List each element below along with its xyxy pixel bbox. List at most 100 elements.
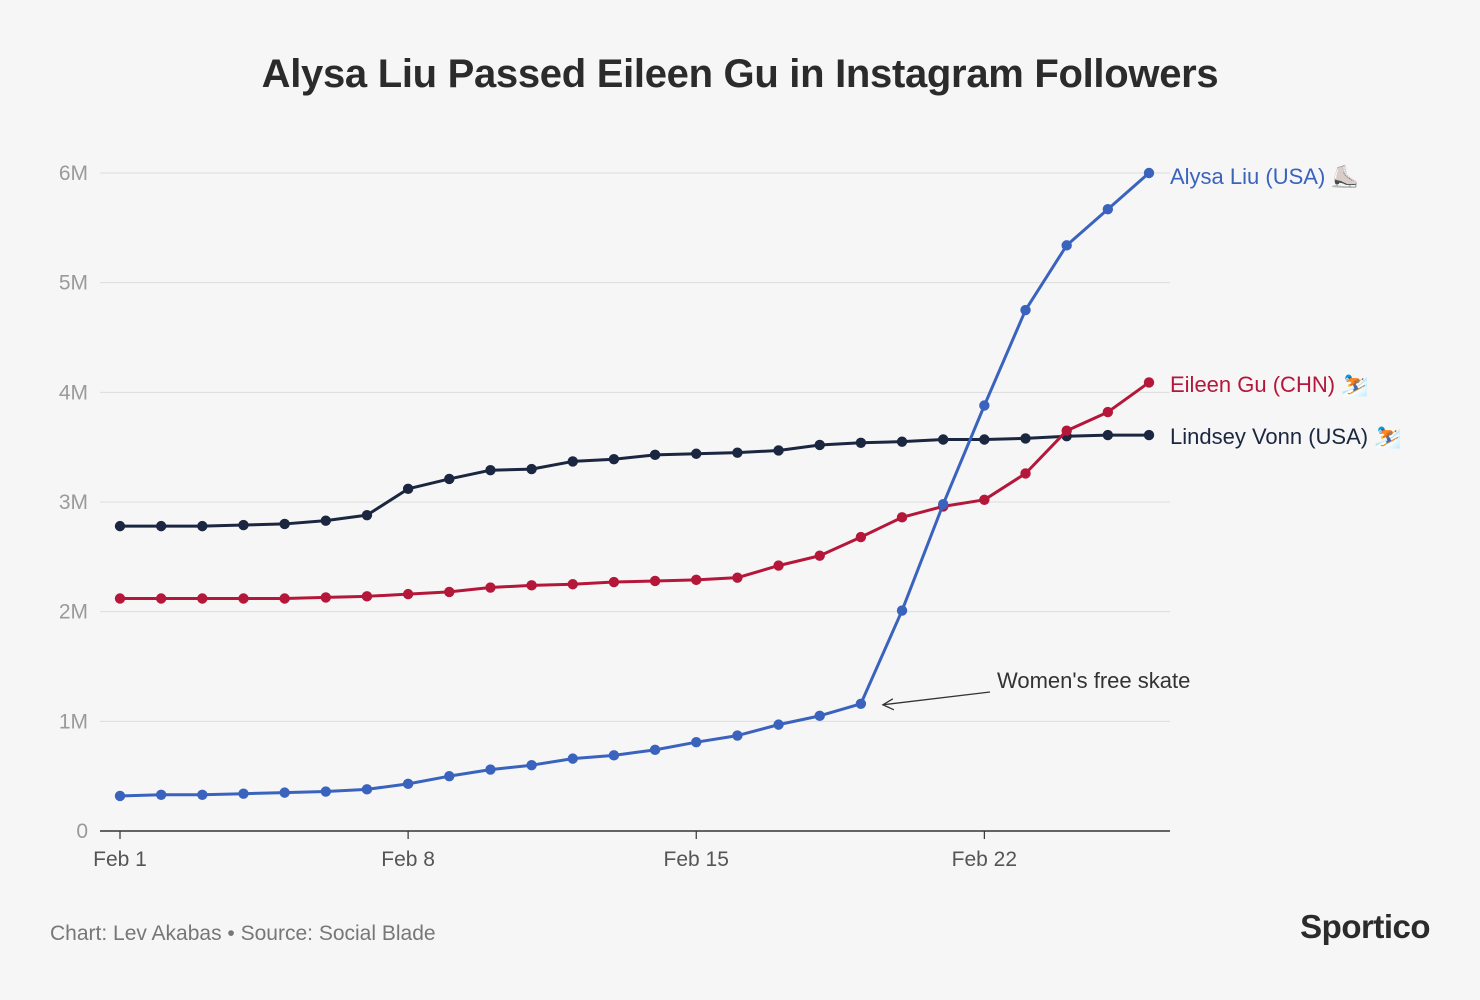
- annotation-layer: Women's free skate: [881, 668, 1190, 711]
- data-point: [402, 588, 414, 600]
- data-point: [855, 437, 867, 448]
- y-tick-label: 4M: [59, 381, 88, 404]
- data-point: [773, 445, 784, 456]
- data-point: [155, 520, 167, 532]
- series-line-lindsey-vonn-usa: [120, 433, 1149, 528]
- data-point: [773, 560, 784, 571]
- y-tick-label: 2M: [59, 601, 88, 624]
- y-tick-label: 6M: [59, 162, 88, 185]
- data-point: [691, 448, 702, 459]
- data-point: [814, 710, 825, 722]
- data-point: [444, 586, 455, 598]
- data-point: [567, 579, 578, 590]
- data-point: [855, 531, 867, 543]
- data-point: [1020, 468, 1031, 479]
- data-point: [979, 400, 990, 411]
- data-point: [526, 463, 537, 475]
- data-point: [197, 520, 208, 532]
- data-point: [279, 787, 290, 798]
- x-tick-label: Feb 1: [93, 848, 147, 871]
- data-point: [238, 788, 249, 799]
- series-label: Alysa Liu (USA) ⛸️: [1170, 164, 1359, 189]
- data-point: [649, 449, 661, 461]
- y-tick-label: 1M: [59, 710, 88, 733]
- series-line-alysa-liu-usa: [119, 171, 1150, 798]
- data-point: [114, 593, 126, 604]
- annotation-text: Women's free skate: [997, 668, 1190, 693]
- data-point: [197, 593, 208, 604]
- data-point: [608, 576, 620, 588]
- data-point: [320, 592, 331, 603]
- data-point: [361, 784, 373, 795]
- series-label: Lindsey Vonn (USA) ⛷️: [1170, 424, 1402, 449]
- chart-credit: Chart: Lev Akabas • Source: Social Blade: [50, 922, 436, 945]
- data-point: [1020, 304, 1031, 316]
- data-point: [691, 574, 702, 586]
- data-point: [649, 744, 661, 756]
- data-point: [1020, 433, 1031, 444]
- data-point: [896, 605, 908, 616]
- data-point: [402, 778, 414, 790]
- data-point: [732, 447, 743, 458]
- y-axis-ticks: 0 1M 2M 3M 4M 5M 6M: [59, 162, 88, 843]
- x-axis-ticks: Feb 1 Feb 8 Feb 15 Feb 22: [93, 831, 1017, 871]
- data-point: [279, 593, 290, 604]
- data-point: [938, 434, 949, 445]
- data-point: [155, 789, 167, 801]
- data-point: [1143, 167, 1155, 179]
- annotation-arrowhead: [881, 698, 895, 711]
- data-point: [567, 456, 578, 467]
- data-point: [485, 764, 496, 775]
- data-point: [896, 512, 908, 523]
- data-point: [114, 520, 126, 532]
- data-point: [773, 719, 784, 730]
- data-point: [814, 550, 825, 561]
- data-point: [855, 698, 867, 709]
- data-point: [526, 580, 537, 591]
- data-point: [1102, 429, 1114, 441]
- data-point: [608, 454, 620, 465]
- data-point: [114, 790, 126, 802]
- y-tick-label: 5M: [59, 272, 88, 295]
- data-point: [444, 473, 455, 485]
- data-point: [526, 760, 537, 771]
- data-point: [320, 515, 331, 526]
- x-tick-label: Feb 15: [664, 848, 729, 871]
- data-point: [608, 750, 620, 761]
- data-point: [361, 509, 373, 521]
- data-point: [567, 753, 578, 764]
- data-point: [444, 770, 455, 782]
- x-tick-label: Feb 8: [381, 848, 435, 871]
- data-point: [485, 464, 496, 476]
- series-line-eileen-gu-chn: [120, 381, 1150, 601]
- annotation-arrow: [882, 691, 991, 706]
- y-tick-label: 3M: [59, 491, 88, 514]
- y-tick-label: 0: [76, 820, 88, 843]
- data-point: [649, 575, 661, 587]
- data-point: [485, 582, 496, 593]
- data-point: [197, 789, 208, 801]
- data-point: [402, 483, 414, 495]
- data-point: [732, 572, 743, 583]
- data-point: [155, 593, 167, 604]
- data-point: [238, 593, 249, 604]
- data-point: [238, 519, 249, 531]
- data-point: [1061, 425, 1072, 436]
- series-labels: Lindsey Vonn (USA) ⛷️ Eileen Gu (CHN) ⛷️ A…: [1170, 164, 1402, 449]
- data-point: [814, 439, 825, 451]
- series-label: Eileen Gu (CHN) ⛷️: [1170, 372, 1369, 397]
- data-point: [691, 736, 702, 748]
- brand-logo: Sportico: [1300, 908, 1430, 945]
- data-point: [979, 494, 990, 506]
- data-point: [1102, 203, 1114, 215]
- data-point: [938, 498, 949, 510]
- data-point: [896, 436, 908, 447]
- data-point: [1102, 406, 1114, 418]
- grid-lines: [100, 172, 1170, 832]
- data-point: [320, 786, 331, 797]
- data-point: [279, 518, 290, 530]
- series-layer: [114, 167, 1155, 802]
- data-point: [979, 434, 990, 445]
- data-point: [732, 730, 743, 741]
